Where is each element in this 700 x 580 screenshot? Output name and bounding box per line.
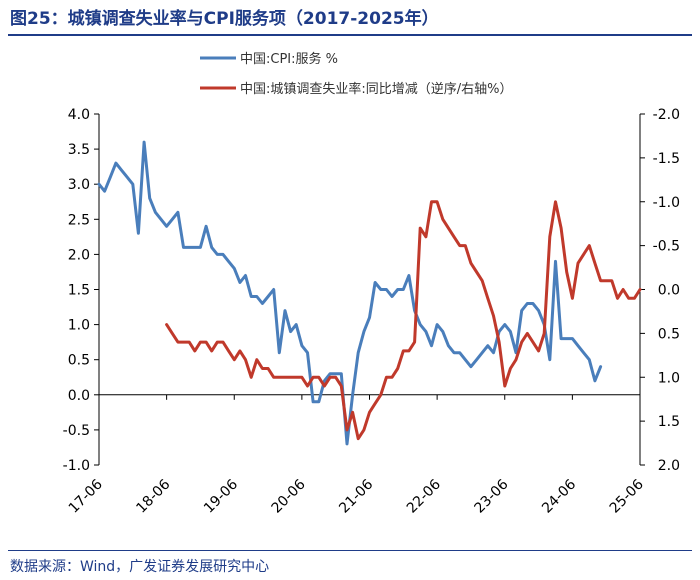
dual-axis-line-chart: 中国:CPI:服务 % 中国:城镇调查失业率:同比增减（逆序/右轴%） 4.0 3… — [63, 51, 680, 517]
y-left-tick-label: -0.5 — [63, 423, 90, 439]
y-right-tick-label: 0.0 — [658, 283, 680, 299]
y-right-tick-label: -2.0 — [653, 107, 680, 123]
x-tick-label: 22-06 — [404, 476, 444, 516]
series-layer — [97, 140, 642, 446]
title-rule — [8, 34, 692, 36]
y-left-tick-label: 3.0 — [68, 177, 90, 193]
legend-cpi-label: 中国:CPI:服务 % — [240, 51, 338, 67]
y-right-tick-label: 2.0 — [658, 458, 680, 474]
x-tick-label: 21-06 — [336, 476, 376, 516]
x-tick-label: 19-06 — [201, 476, 241, 516]
cpi-services-line — [97, 140, 603, 446]
chart-title: 图25：城镇调查失业率与CPI服务项（2017-2025年） — [10, 9, 439, 29]
source-note: 数据来源：Wind，广发证券发展研究中心 — [10, 559, 270, 575]
y-right-tick-label: -0.5 — [653, 239, 680, 255]
y-right-tick-label: -1.5 — [653, 151, 680, 167]
y-left-tick-label: -1.0 — [63, 458, 90, 474]
y-left-tick-label: 1.5 — [68, 283, 90, 299]
x-tick-label: 25-06 — [607, 476, 647, 516]
y-left-tick-label: 0.0 — [68, 388, 90, 404]
y-left-tick-label: 3.5 — [68, 142, 90, 158]
x-tick-label: 24-06 — [539, 476, 579, 516]
unemployment-change-line — [165, 200, 642, 441]
y-right-tick-label: 1.0 — [658, 370, 680, 386]
x-tick-label: 17-06 — [66, 476, 106, 516]
x-tick-label: 18-06 — [133, 476, 173, 516]
y-left-tick-label: 2.0 — [68, 247, 90, 263]
y-left-tick-label: 1.0 — [68, 318, 90, 334]
legend-unemployment-label: 中国:城镇调查失业率:同比增减（逆序/右轴%） — [240, 81, 513, 97]
source-rule — [8, 550, 692, 551]
x-tick-label: 20-06 — [269, 476, 309, 516]
y-right-tick-label: 1.5 — [658, 414, 680, 430]
y-right-tick-label: -1.0 — [653, 195, 680, 211]
x-tick-label: 23-06 — [471, 476, 511, 516]
y-left-tick-label: 0.5 — [68, 353, 90, 369]
y-right-tick-label: 0.5 — [658, 326, 680, 342]
y-left-tick-label: 4.0 — [68, 107, 90, 123]
chart-legend: 中国:CPI:服务 % 中国:城镇调查失业率:同比增减（逆序/右轴%） — [200, 51, 513, 97]
y-left-tick-label: 2.5 — [68, 212, 90, 228]
